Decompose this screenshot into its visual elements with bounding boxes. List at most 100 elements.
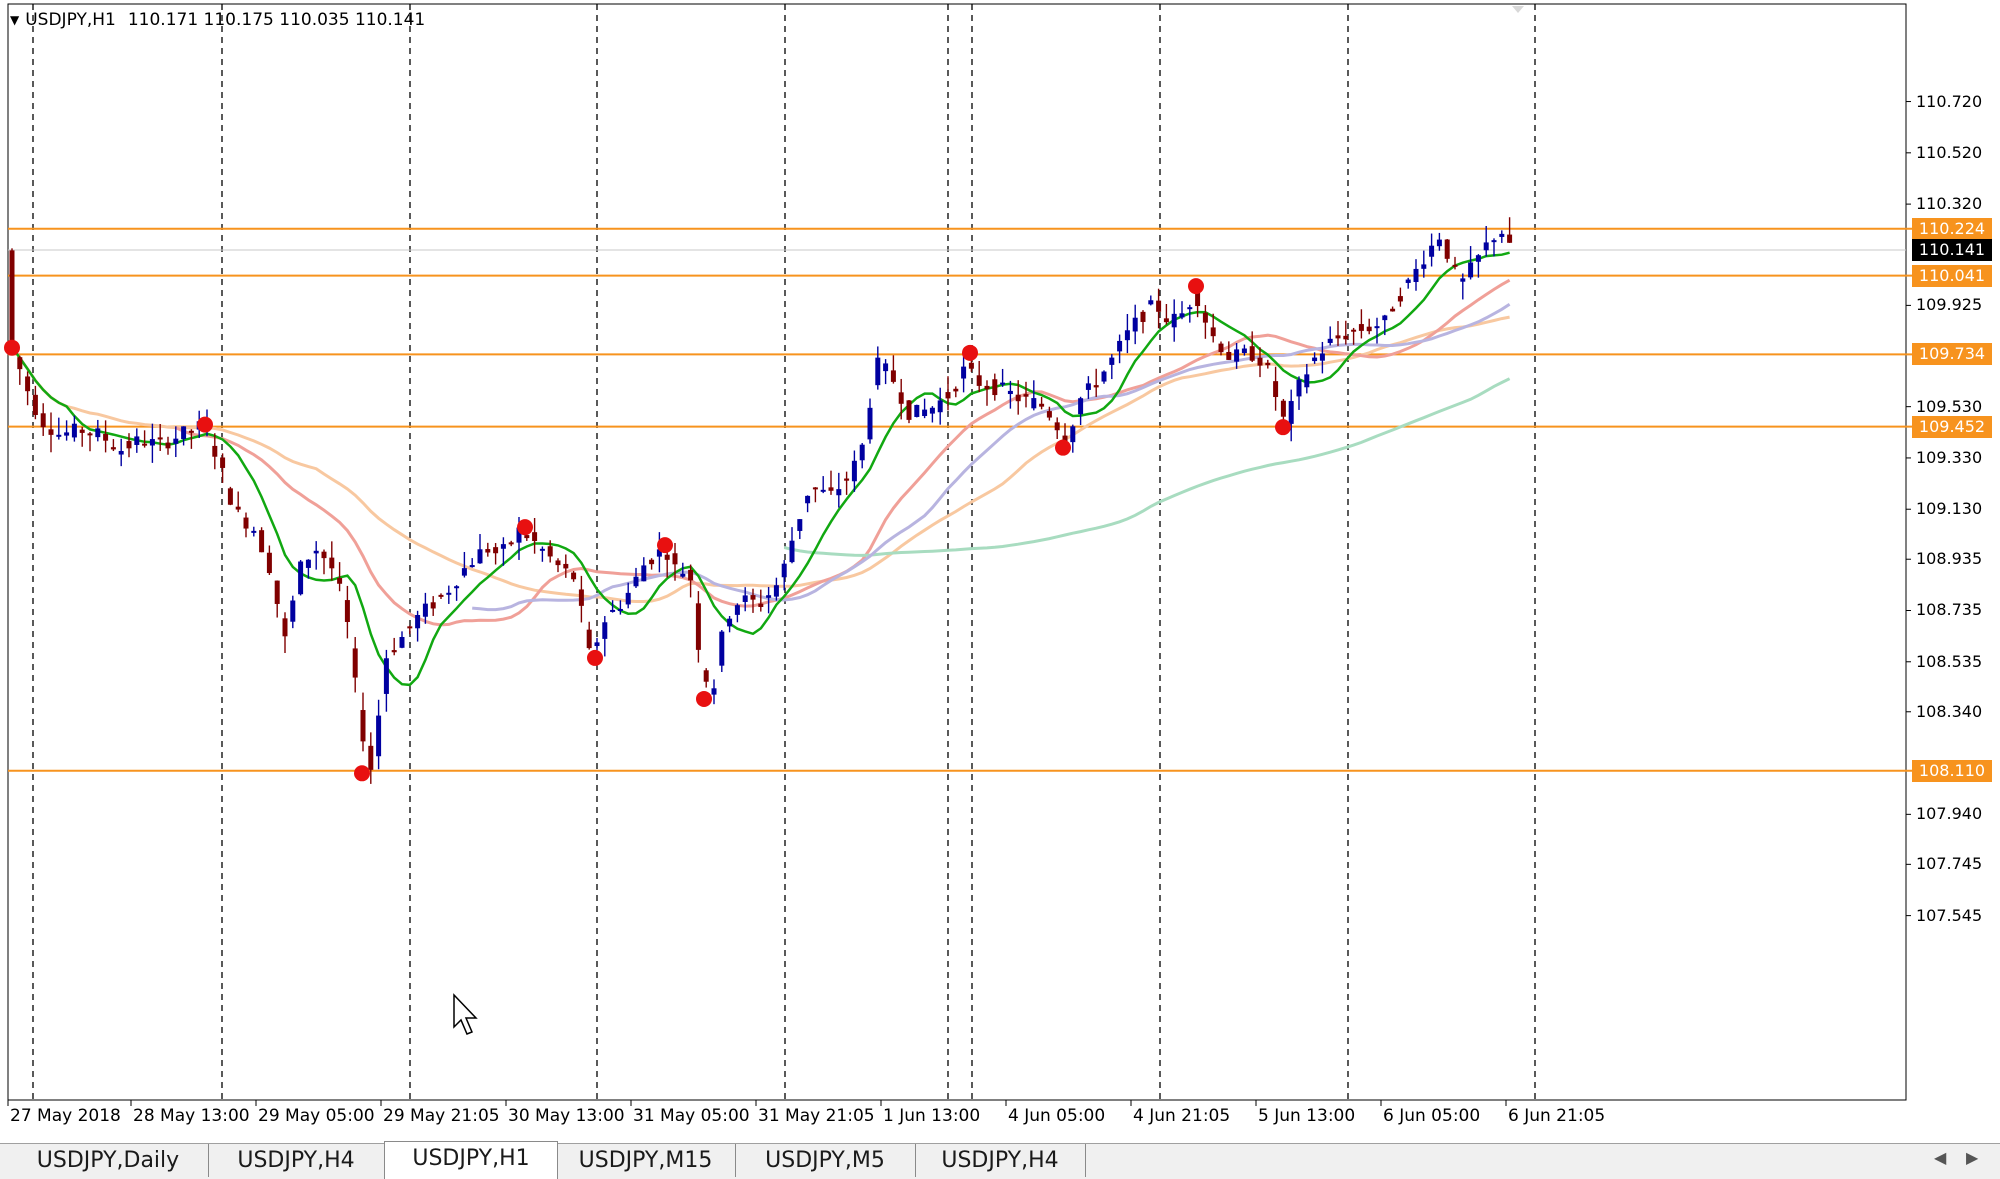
symbol-info: ▼ USDJPY,H1 110.171 110.175 110.035 110.… [10, 8, 425, 32]
candle-body [734, 605, 740, 615]
candle-body [532, 532, 538, 541]
candle-body [1405, 279, 1411, 283]
tab-usdjpy-m15[interactable]: USDJPY,M15 [556, 1144, 736, 1177]
candle-body [1249, 346, 1255, 361]
candle-body [399, 636, 405, 648]
candle-body [485, 549, 491, 553]
dropdown-icon[interactable]: ▼ [10, 13, 20, 27]
candle-body [1124, 330, 1130, 341]
candle-body [1304, 374, 1310, 388]
candle-body [32, 394, 38, 415]
candle-body [649, 559, 655, 565]
candle-body [773, 585, 779, 597]
candle-body [368, 745, 374, 770]
price-tick-label: 110.320 [1916, 194, 1983, 214]
tab-label: USDJPY,M15 [578, 1148, 713, 1173]
candle-body [95, 428, 101, 438]
tab-usdjpy-daily[interactable]: USDJPY,Daily [8, 1144, 209, 1177]
price-tick-label: 108.735 [1916, 600, 1983, 620]
candle-body [929, 407, 935, 414]
candle-body [1265, 362, 1271, 366]
candle-body [181, 426, 187, 440]
candle-body [126, 441, 132, 449]
candle-body [337, 578, 343, 584]
candle-body [446, 592, 452, 595]
price-tick-label: 108.535 [1916, 651, 1983, 671]
candle-body [602, 622, 608, 639]
candle-body [1218, 343, 1224, 353]
symbol-name: USDJPY,H1 [25, 10, 116, 30]
candle-body [836, 489, 842, 496]
candle-body [516, 527, 522, 543]
candle-body [1444, 239, 1450, 259]
candle-body [329, 557, 335, 569]
price-chart[interactable] [0, 0, 2000, 1143]
candle-body [867, 407, 873, 440]
time-tick-label: 1 Jun 13:00 [883, 1106, 981, 1126]
candle-body [415, 614, 421, 629]
tab-label: USDJPY,Daily [36, 1148, 180, 1173]
candle-body [976, 375, 982, 386]
candle-body [243, 517, 249, 529]
level-price-tag: 110.041 [1912, 264, 1992, 287]
chart-window[interactable]: ▼ USDJPY,H1 110.171 110.175 110.035 110.… [0, 0, 2000, 1143]
candle-body [422, 603, 428, 617]
candle-body [883, 363, 889, 372]
candle-body [1210, 327, 1216, 337]
candle-body [477, 549, 483, 564]
candle-body [1234, 349, 1240, 362]
tab-usdjpy-h1[interactable]: USDJPY,H1 [384, 1141, 558, 1179]
candle-body [1483, 242, 1489, 251]
candle-body [360, 710, 366, 742]
candle-body [617, 608, 623, 611]
time-tick-label: 29 May 05:00 [258, 1106, 375, 1126]
chart-frame [7, 3, 1907, 1101]
fractal-dot [197, 416, 213, 433]
candle-body [321, 551, 327, 559]
fractal-dot [4, 339, 20, 356]
candle-body [1007, 390, 1013, 395]
price-tick-label: 107.745 [1916, 854, 1983, 874]
candle-body [984, 385, 990, 390]
candle-body [1343, 335, 1349, 340]
tab-usdjpy-h4[interactable]: USDJPY,H4 [915, 1144, 1086, 1177]
ohlc-values: 110.171 110.175 110.035 110.141 [127, 10, 426, 30]
candle-body [610, 609, 616, 612]
candle-body [430, 602, 436, 609]
candle-body [695, 603, 701, 650]
candle-body [672, 553, 678, 565]
tab-label: USDJPY,H4 [237, 1148, 355, 1173]
price-tick-label: 108.340 [1916, 701, 1983, 721]
candle-body [352, 648, 358, 678]
fractal-dot [1055, 439, 1071, 456]
candle-body [1241, 348, 1247, 354]
candle-body [1327, 338, 1333, 343]
candle-body [1171, 313, 1177, 328]
candle-body [1070, 426, 1076, 443]
time-tick-label: 6 Jun 21:05 [1508, 1106, 1606, 1126]
fractal-dot [354, 765, 370, 782]
candle-body [173, 438, 179, 444]
candle-body [1280, 400, 1286, 417]
candle-body [922, 409, 928, 417]
candle-body [9, 250, 15, 347]
candle-body [875, 357, 881, 386]
candle-body [1226, 351, 1232, 360]
tab-usdjpy-h4[interactable]: USDJPY,H4 [208, 1144, 385, 1177]
candle-body [719, 631, 725, 666]
candle-body [898, 392, 904, 404]
candle-body [547, 546, 553, 557]
period-separators [32, 4, 1536, 1100]
chevron-right-icon[interactable]: ▶ [1966, 1148, 1979, 1167]
candle-body [859, 444, 865, 461]
candle-body [454, 586, 460, 589]
time-tick-label: 4 Jun 21:05 [1133, 1106, 1231, 1126]
candle-body [828, 487, 834, 491]
tab-usdjpy-m5[interactable]: USDJPY,M5 [735, 1144, 916, 1177]
candle-body [71, 423, 77, 438]
candle-body [305, 559, 311, 568]
chevron-left-icon[interactable]: ◀ [1934, 1148, 1947, 1167]
candle-body [1382, 315, 1388, 321]
candle-body [134, 436, 140, 445]
candle-body [391, 650, 397, 653]
